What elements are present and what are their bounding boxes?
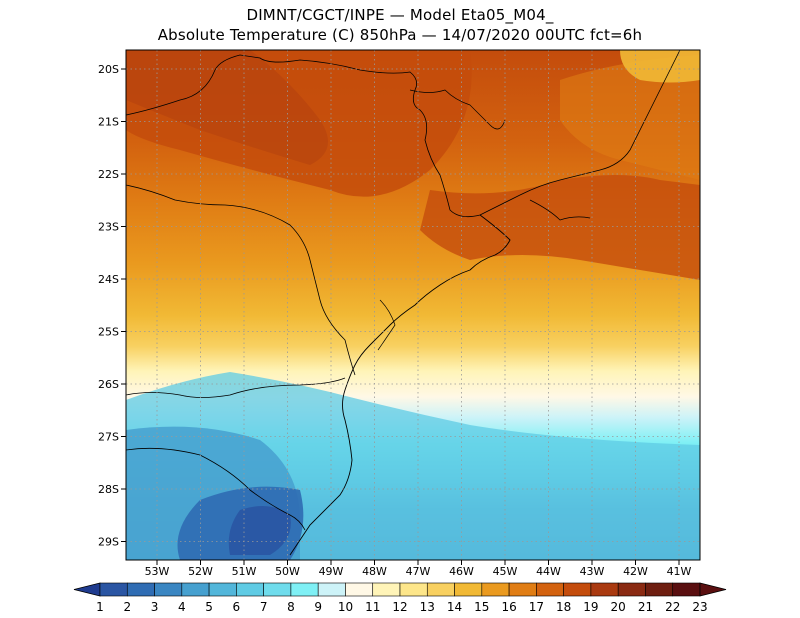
colorbar-label: 12 <box>392 600 407 614</box>
colorbar-swatch <box>208 582 237 597</box>
colorbar-label: 23 <box>692 600 707 614</box>
colorbar-label: 15 <box>474 600 489 614</box>
grid-lines <box>126 50 700 560</box>
lon-label: 48W <box>362 565 387 578</box>
colorbar-swatch <box>290 582 319 597</box>
lon-label: 52W <box>188 565 213 578</box>
colorbar-swatch <box>672 582 701 597</box>
colorbar-arrow-right <box>699 582 727 597</box>
coast-detail-rj <box>529 199 591 221</box>
colorbar-label: 7 <box>260 600 268 614</box>
colorbar-label: 16 <box>501 600 516 614</box>
title-line-2: Absolute Temperature (C) 850hPa — 14/07/… <box>157 26 643 44</box>
border-line-north <box>126 50 681 218</box>
colorbar-label: 9 <box>314 600 322 614</box>
lat-label: 25S <box>98 326 119 339</box>
lon-label: 41W <box>667 565 692 578</box>
colorbar-label: 1 <box>96 600 104 614</box>
colorbar: 1 2 3 4 5 6 7 8 9 10 11 12 13 14 15 16 17 18 19 20 21 22 23 <box>73 582 727 614</box>
colorbar-swatch <box>236 582 264 597</box>
longitude-ticks: 53W 52W 51W 50W 49W 48W 47W 46W 45W 44W 43W 42W 41W <box>145 560 692 578</box>
colorbar-swatch <box>426 582 455 597</box>
lon-label: 42W <box>623 565 648 578</box>
lat-label: 24S <box>98 273 119 286</box>
colorbar-swatch <box>317 582 346 597</box>
lon-label: 50W <box>275 565 300 578</box>
yellow-patch-northeast <box>620 50 700 83</box>
lat-label: 22S <box>98 168 119 181</box>
plot-frame <box>125 49 701 561</box>
colorbar-swatch <box>508 582 537 597</box>
colorbar-swatch <box>645 582 674 597</box>
colorbar-swatch <box>536 582 564 597</box>
lon-label: 51W <box>232 565 257 578</box>
lon-label: 49W <box>319 565 344 578</box>
colorbar-arrow-left <box>73 582 101 597</box>
lat-label: 20S <box>98 63 119 76</box>
warm-region-northeast <box>560 55 700 180</box>
colorbar-label: 18 <box>556 600 571 614</box>
colorbar-label: 21 <box>638 600 653 614</box>
colorbar-label: 6 <box>233 600 241 614</box>
lon-label: 53W <box>145 565 170 578</box>
colorbar-swatch <box>563 582 592 597</box>
colorbar-label: 3 <box>151 600 159 614</box>
colorbar-swatch <box>481 582 510 597</box>
warm-core-east <box>420 175 700 280</box>
colorbar-label: 13 <box>420 600 435 614</box>
reservoir-lines <box>409 89 506 130</box>
lat-label: 26S <box>98 378 119 391</box>
colorbar-label: 8 <box>287 600 295 614</box>
colorbar-label: 20 <box>611 600 626 614</box>
state-border-sp-pr <box>126 184 356 376</box>
warm-core-peak <box>126 50 328 165</box>
colorbar-swatch <box>126 582 155 597</box>
lon-label: 44W <box>536 565 561 578</box>
colorbar-swatch <box>99 582 128 597</box>
colorbar-swatch <box>154 582 183 597</box>
colorbar-swatch <box>263 582 292 597</box>
colorbar-label: 5 <box>205 600 213 614</box>
title-line-1: DIMNT/CGCT/INPE — Model Eta05_M04_ <box>246 6 554 24</box>
colorbar-label: 2 <box>123 600 131 614</box>
coastline <box>289 214 511 556</box>
colorbar-swatch <box>454 582 483 597</box>
lat-label: 28S <box>98 483 119 496</box>
colorbar-label: 22 <box>665 600 680 614</box>
lat-label: 23S <box>98 221 119 234</box>
coast-detail-pr <box>377 299 396 351</box>
colorbar-label: 19 <box>583 600 598 614</box>
colorbar-swatch <box>181 582 210 597</box>
lon-label: 43W <box>580 565 605 578</box>
latitude-ticks: 20S 21S 22S 23S 24S 25S 26S 27S 28S 29S <box>98 63 126 549</box>
colorbar-label: 17 <box>529 600 544 614</box>
colorbar-swatch <box>590 582 619 597</box>
colorbar-swatch <box>617 582 646 597</box>
plot-area <box>126 50 700 560</box>
lat-label: 21S <box>98 116 119 129</box>
colorbar-label: 10 <box>338 600 353 614</box>
state-border-sc-rs <box>126 447 306 531</box>
colorbar-label: 14 <box>447 600 462 614</box>
colorbar-label: 11 <box>365 600 380 614</box>
lat-label: 27S <box>98 431 119 444</box>
lon-label: 47W <box>406 565 431 578</box>
colorbar-swatch <box>399 582 428 597</box>
warm-core-west <box>126 50 472 197</box>
colorbar-swatch <box>345 582 374 597</box>
lat-label: 29S <box>98 536 119 549</box>
colorbar-label: 4 <box>178 600 186 614</box>
lon-label: 46W <box>449 565 474 578</box>
colorbar-swatch <box>372 582 401 597</box>
lon-label: 45W <box>493 565 518 578</box>
